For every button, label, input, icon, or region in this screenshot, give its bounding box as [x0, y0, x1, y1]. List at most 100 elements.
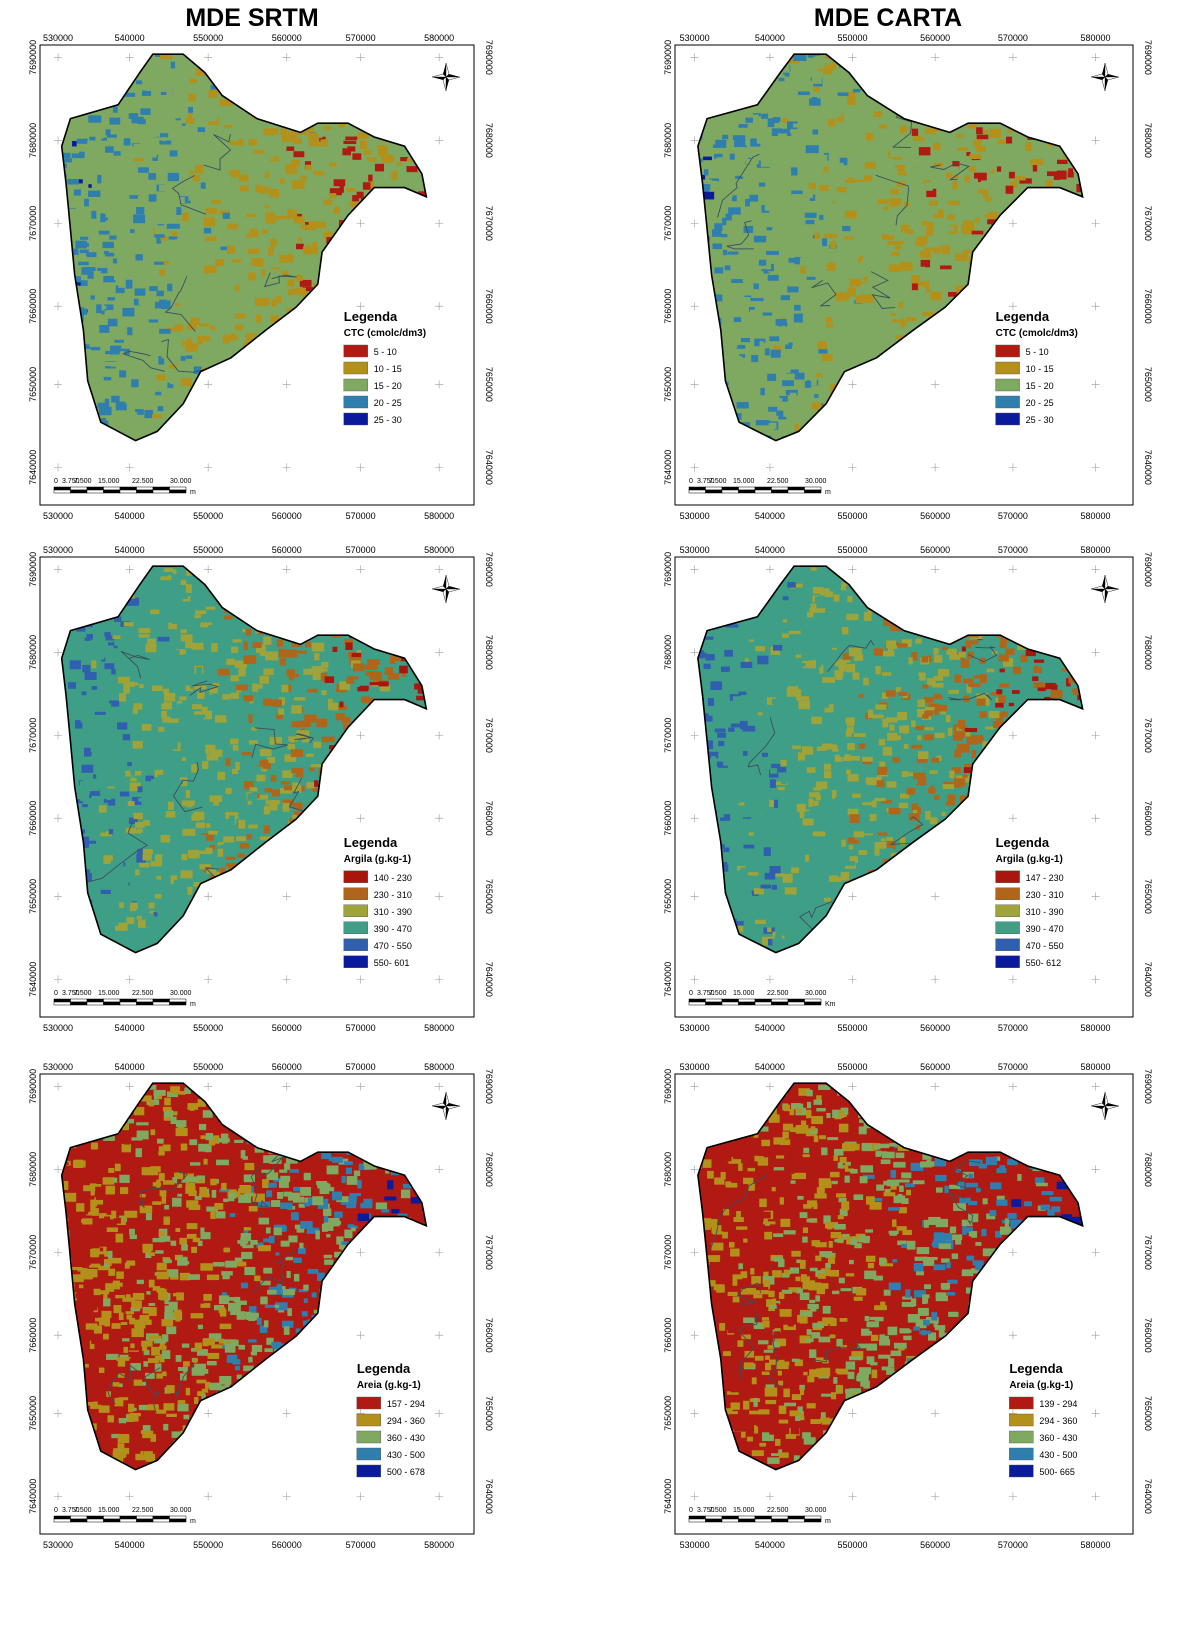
- legend-heading: Legenda: [996, 835, 1050, 850]
- scale-label: 0: [689, 1507, 693, 1514]
- y-tick-left-1: 7680000: [663, 1152, 673, 1187]
- y-tick-right-1: 7680000: [1143, 635, 1153, 670]
- scale-label: 30.000: [170, 1507, 192, 1514]
- legend: Legenda Argila (g.kg-1) 140 - 230 230 - 310…: [343, 835, 412, 968]
- y-tick-right-5: 7640000: [484, 1479, 494, 1514]
- x-tick-bottom-3: 560000: [920, 511, 950, 521]
- legend-label: 230 - 310: [1026, 890, 1064, 900]
- x-tick-bottom-1: 540000: [115, 1023, 145, 1033]
- y-tick-left-0: 7690000: [28, 552, 38, 587]
- y-tick-left-5: 7640000: [663, 1479, 673, 1514]
- legend-swatch: [343, 395, 368, 409]
- legend-label: 500- 665: [1039, 1467, 1075, 1477]
- y-tick-left-2: 7670000: [663, 1235, 673, 1270]
- scale-unit: m: [190, 1001, 196, 1008]
- legend-label: 25 - 30: [374, 415, 402, 425]
- scale-label: 30.000: [805, 478, 827, 485]
- map-panel-srtm-areia: 530000 530000 540000 540000 550000 550000 5600…: [28, 1062, 494, 1550]
- x-tick-bottom-0: 530000: [43, 1540, 73, 1550]
- y-tick-left-4: 7650000: [663, 879, 673, 914]
- y-tick-left-0: 7690000: [663, 40, 673, 75]
- y-tick-left-3: 7660000: [28, 801, 38, 836]
- scale-label: 7.500: [74, 1507, 92, 1514]
- scale-label: 30.000: [805, 1507, 827, 1514]
- title-carta: MDE CARTA: [813, 4, 963, 32]
- legend-swatch: [343, 904, 368, 917]
- y-tick-left-5: 7640000: [663, 962, 673, 997]
- legend-label: 430 - 500: [387, 1450, 425, 1460]
- y-tick-left-3: 7660000: [28, 289, 38, 324]
- legend: Legenda CTC (cmolc/dm3) 5 - 10 10 - 15 15 - …: [343, 309, 426, 426]
- legend-label: 10 - 15: [374, 364, 402, 374]
- x-tick-bottom-1: 540000: [755, 1540, 785, 1550]
- x-tick-bottom-2: 550000: [838, 1540, 868, 1550]
- legend-label: 294 - 360: [387, 1416, 425, 1426]
- scale-label: 7.500: [74, 990, 92, 997]
- legend-swatch: [343, 870, 368, 883]
- y-tick-right-2: 7670000: [1143, 718, 1153, 753]
- x-tick-bottom-2: 550000: [193, 511, 223, 521]
- legend-swatch: [995, 887, 1020, 900]
- y-tick-right-5: 7640000: [484, 450, 494, 485]
- legend-swatch: [995, 412, 1020, 426]
- x-tick-top-0: 530000: [680, 33, 710, 43]
- legend-label: 5 - 10: [1026, 347, 1049, 357]
- legend-label: 140 - 230: [374, 873, 412, 883]
- x-tick-top-2: 550000: [193, 545, 223, 555]
- x-tick-top-1: 540000: [115, 545, 145, 555]
- legend-label: 15 - 20: [374, 381, 402, 391]
- legend-label: 470 - 550: [374, 941, 412, 951]
- legend-swatch: [995, 870, 1020, 883]
- legend: Legenda Argila (g.kg-1) 147 - 230 230 - 310…: [995, 835, 1064, 968]
- legend-swatch: [356, 1430, 382, 1444]
- y-tick-right-4: 7650000: [484, 367, 494, 402]
- legend-swatch: [995, 378, 1020, 392]
- y-tick-right-1: 7680000: [484, 123, 494, 158]
- x-tick-bottom-3: 560000: [272, 511, 302, 521]
- scale-label: 0: [54, 990, 58, 997]
- x-tick-bottom-5: 580000: [424, 1023, 454, 1033]
- legend-swatch: [343, 955, 368, 968]
- legend-swatch: [343, 412, 368, 426]
- x-tick-bottom-0: 530000: [43, 1023, 73, 1033]
- legend-label: 294 - 360: [1039, 1416, 1077, 1426]
- title-srtm: MDE SRTM: [185, 4, 319, 32]
- scale-label: 3.750: [62, 478, 80, 485]
- x-tick-top-2: 550000: [838, 33, 868, 43]
- x-tick-top-2: 550000: [193, 1062, 223, 1072]
- legend-label: 139 - 294: [1039, 1399, 1077, 1409]
- y-tick-left-1: 7680000: [28, 635, 38, 670]
- scale-label: 15.000: [733, 990, 755, 997]
- x-tick-top-4: 570000: [998, 545, 1028, 555]
- legend-heading: Legenda: [344, 835, 398, 850]
- y-tick-left-1: 7680000: [28, 1152, 38, 1187]
- y-tick-right-4: 7650000: [1143, 1396, 1153, 1431]
- y-tick-left-4: 7650000: [28, 1396, 38, 1431]
- x-tick-bottom-1: 540000: [755, 1023, 785, 1033]
- scale-label: 15.000: [733, 1507, 755, 1514]
- y-tick-left-1: 7680000: [28, 123, 38, 158]
- legend-swatch: [356, 1396, 382, 1410]
- scale-label: 15.000: [98, 1507, 120, 1514]
- scale-label: 0: [689, 990, 693, 997]
- y-tick-right-0: 7690000: [484, 40, 494, 75]
- y-tick-left-0: 7690000: [663, 1069, 673, 1104]
- x-tick-top-5: 580000: [1081, 1062, 1111, 1072]
- scale-label: 0: [54, 1507, 58, 1514]
- x-tick-bottom-3: 560000: [920, 1540, 950, 1550]
- watershed-boundary: [697, 1082, 1084, 1471]
- legend-label: 430 - 500: [1039, 1450, 1077, 1460]
- y-tick-right-3: 7660000: [484, 801, 494, 836]
- legend-swatch: [995, 921, 1020, 934]
- legend-label: 20 - 25: [374, 398, 402, 408]
- watershed-boundary: [60, 53, 428, 442]
- watershed-boundary: [697, 565, 1084, 954]
- y-tick-right-3: 7660000: [484, 289, 494, 324]
- x-tick-top-1: 540000: [755, 33, 785, 43]
- legend-label: 25 - 30: [1026, 415, 1054, 425]
- legend-heading: Legenda: [1009, 1361, 1063, 1376]
- legend-swatch: [1009, 1464, 1034, 1478]
- y-tick-left-3: 7660000: [663, 289, 673, 324]
